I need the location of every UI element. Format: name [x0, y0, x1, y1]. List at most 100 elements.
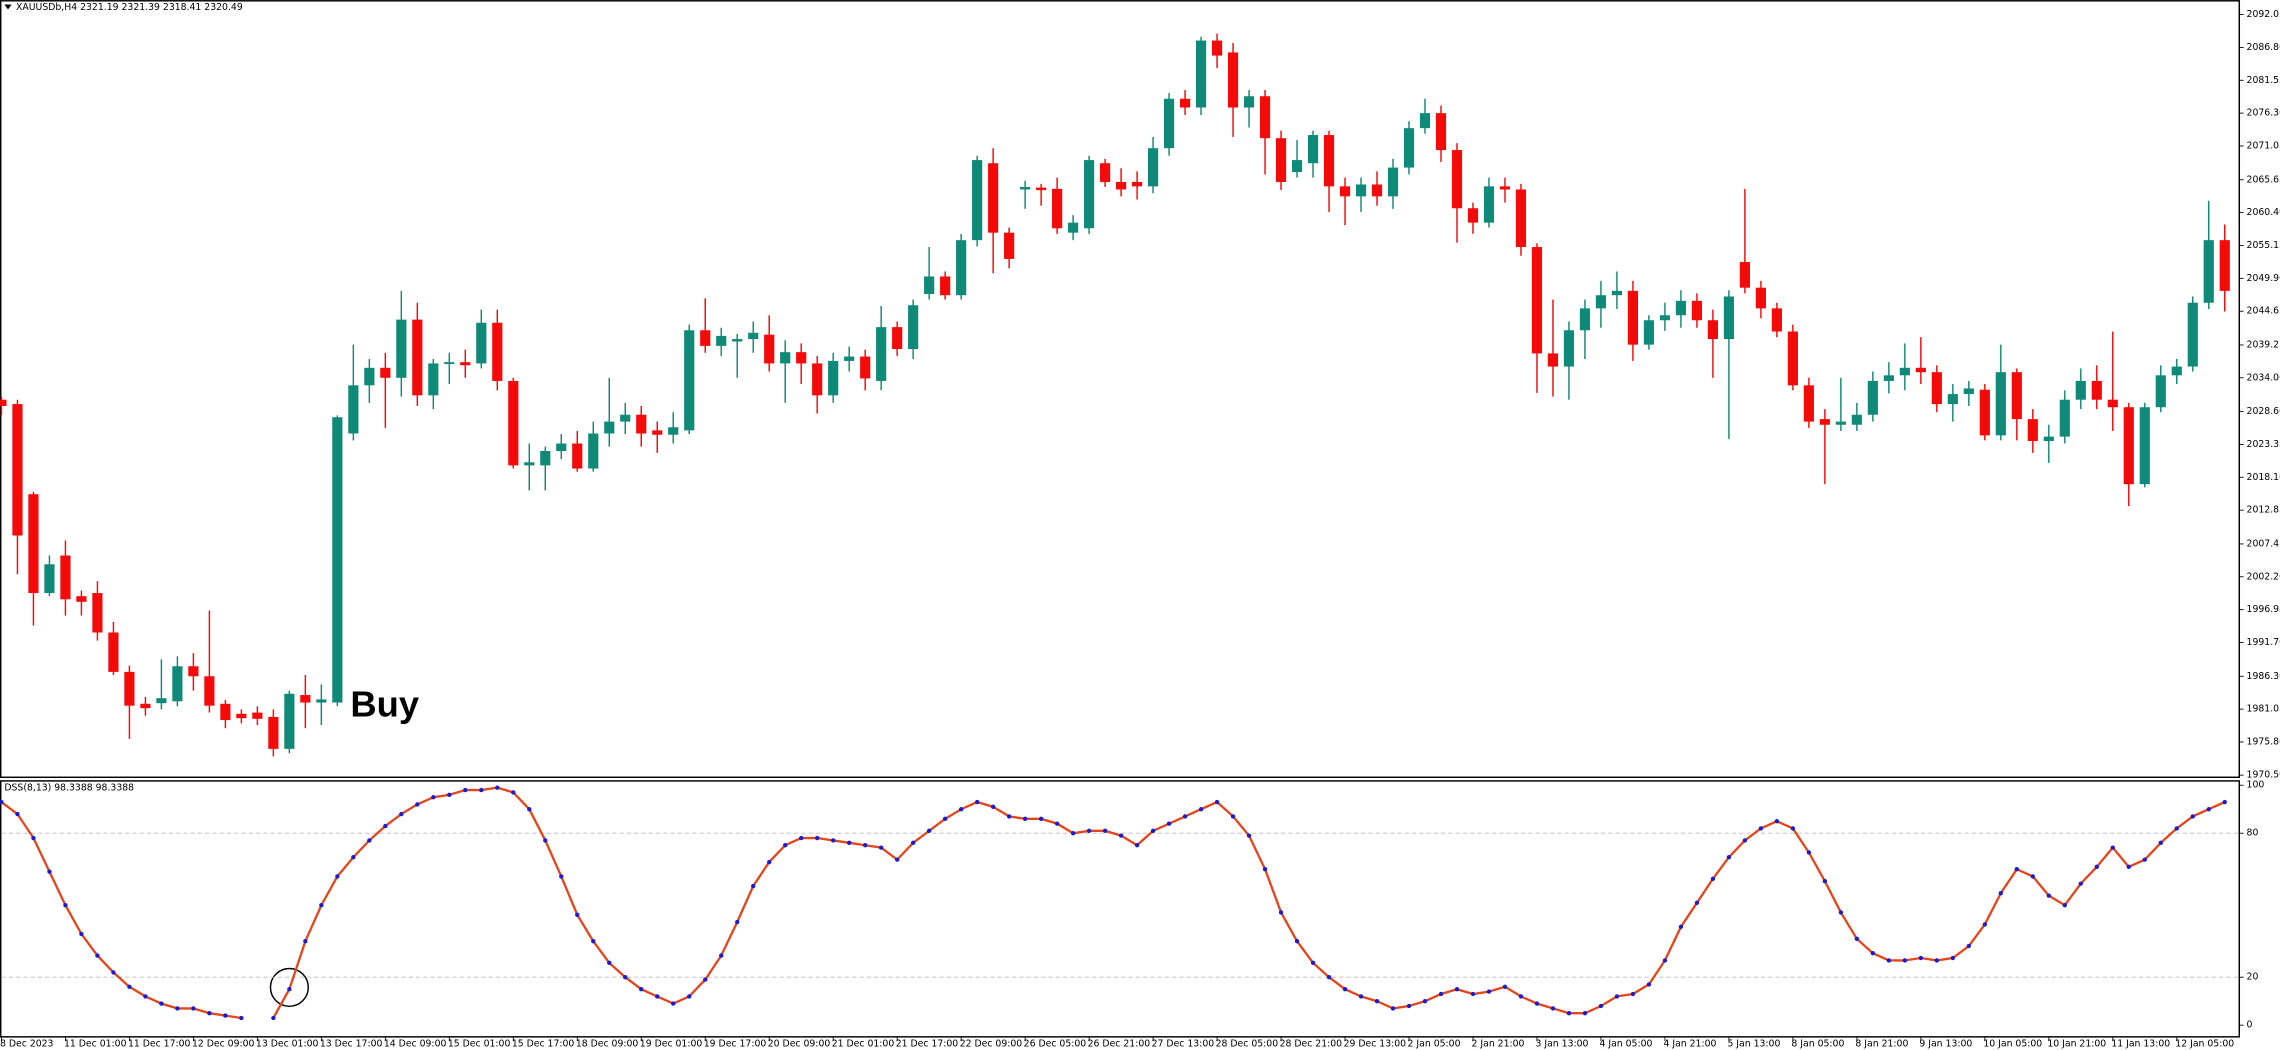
- candle-body: [1915, 367, 1926, 373]
- candle-body: [204, 676, 215, 706]
- dss-point: [1502, 984, 1508, 989]
- candle-body: [444, 362, 455, 365]
- dss-point: [1726, 855, 1732, 860]
- dss-point: [1758, 826, 1764, 831]
- x-tick-label: 5 Jan 13:00: [1727, 1039, 1780, 1050]
- x-tick-label: 28 Dec 05:00: [1216, 1039, 1279, 1050]
- candle-body: [572, 443, 583, 469]
- dss-point: [447, 792, 452, 798]
- dss-point: [1678, 924, 1684, 929]
- candle-body: [956, 240, 967, 296]
- y-tick-label: 2055.15: [2247, 240, 2280, 251]
- candle-body: [2171, 366, 2182, 376]
- dss-point: [1198, 807, 1204, 812]
- y-tick-label: 1986.30: [2247, 671, 2280, 682]
- candle-body: [860, 356, 871, 379]
- candle-body: [2011, 372, 2022, 420]
- dss-point: [862, 843, 868, 848]
- candle-body: [140, 703, 151, 709]
- dss-point: [1966, 943, 1972, 949]
- dss-point: [303, 939, 308, 944]
- candle-body: [1659, 315, 1671, 321]
- indicator-title: DSS(8,13) 98.3388 98.3388: [4, 783, 134, 794]
- dss-point: [958, 807, 964, 812]
- dss-point: [1870, 951, 1876, 956]
- x-tick-label: 26 Dec 05:00: [1024, 1039, 1087, 1050]
- candle-body: [1643, 320, 1655, 345]
- dss-point: [1150, 828, 1156, 834]
- x-tick-label: 14 Dec 09:00: [384, 1039, 447, 1050]
- x-tick-label: 29 Dec 13:00: [1344, 1039, 1407, 1050]
- dss-point: [239, 1015, 244, 1021]
- candle-body: [188, 666, 199, 677]
- candle-body: [364, 367, 375, 386]
- candle-body: [1627, 290, 1639, 345]
- dss-point: [1950, 955, 1956, 961]
- y-tick-label: 2034.00: [2247, 372, 2280, 383]
- candle-body: [1483, 186, 1495, 223]
- candle-body: [2027, 419, 2038, 442]
- candle-body: [1691, 300, 1703, 321]
- candle-body: [1899, 367, 1910, 376]
- candle-body: [1339, 186, 1351, 197]
- dss-point: [1390, 1006, 1396, 1011]
- candle-body: [1979, 389, 1990, 436]
- dss-point: [1486, 989, 1492, 994]
- dss-point: [1838, 910, 1844, 915]
- candle-body: [1467, 208, 1479, 223]
- candle-body: [1531, 247, 1543, 354]
- candle-body: [1371, 184, 1383, 197]
- dss-point: [383, 823, 388, 829]
- candle-body: [2075, 380, 2086, 400]
- dss-point: [1182, 814, 1188, 819]
- dss-point: [1406, 1003, 1412, 1009]
- dss-point: [479, 787, 484, 793]
- candle-body: [796, 352, 807, 364]
- dss-point: [175, 1006, 180, 1011]
- candle-body: [1755, 287, 1766, 309]
- x-tick-label: 2 Jan 05:00: [1408, 1039, 1461, 1050]
- y-tick-label: 2028.60: [2247, 406, 2280, 417]
- dss-point: [735, 919, 740, 925]
- candle-body: [812, 363, 823, 396]
- dss-point: [1614, 994, 1620, 999]
- dss-point: [1518, 994, 1524, 999]
- dss-point: [47, 869, 52, 874]
- dss-point: [431, 795, 436, 800]
- dss-point: [2158, 840, 2163, 846]
- dss-point: [751, 883, 756, 889]
- y-tick-label: 2039.25: [2247, 339, 2280, 350]
- collapse-arrow[interactable]: [4, 4, 12, 10]
- dss-point: [319, 903, 324, 908]
- x-tick-label: 2 Jan 21:00: [1472, 1039, 1525, 1050]
- y-tick-label: 1981.05: [2247, 704, 2280, 715]
- dss-point: [95, 953, 100, 958]
- dss-point: [894, 857, 900, 862]
- candle-body: [524, 462, 535, 466]
- candle-body: [76, 596, 87, 602]
- candle-body: [1084, 160, 1095, 229]
- dss-point: [1230, 814, 1236, 819]
- dss-point: [335, 874, 340, 879]
- candle-body: [1739, 262, 1750, 288]
- y-tick-label: 2007.45: [2247, 538, 2280, 549]
- x-tick-label: 18 Dec 09:00: [576, 1039, 639, 1050]
- dss-point: [575, 912, 580, 917]
- y-tick-label: 1991.70: [2247, 637, 2280, 648]
- dss-point: [351, 855, 356, 860]
- candle-body: [1787, 331, 1798, 386]
- candle-body: [1243, 96, 1255, 108]
- dss-point: [559, 874, 564, 879]
- candle-body: [92, 593, 103, 633]
- dss-point: [191, 1006, 196, 1011]
- candle-body: [1147, 148, 1159, 187]
- dss-point: [143, 994, 148, 999]
- dss-point: [1710, 876, 1716, 882]
- candle-body: [1036, 187, 1047, 191]
- candle-body: [988, 163, 999, 233]
- dss-point: [127, 984, 132, 989]
- dss-point: [1454, 987, 1460, 992]
- candle-body: [268, 716, 279, 749]
- dss-point: [655, 994, 660, 999]
